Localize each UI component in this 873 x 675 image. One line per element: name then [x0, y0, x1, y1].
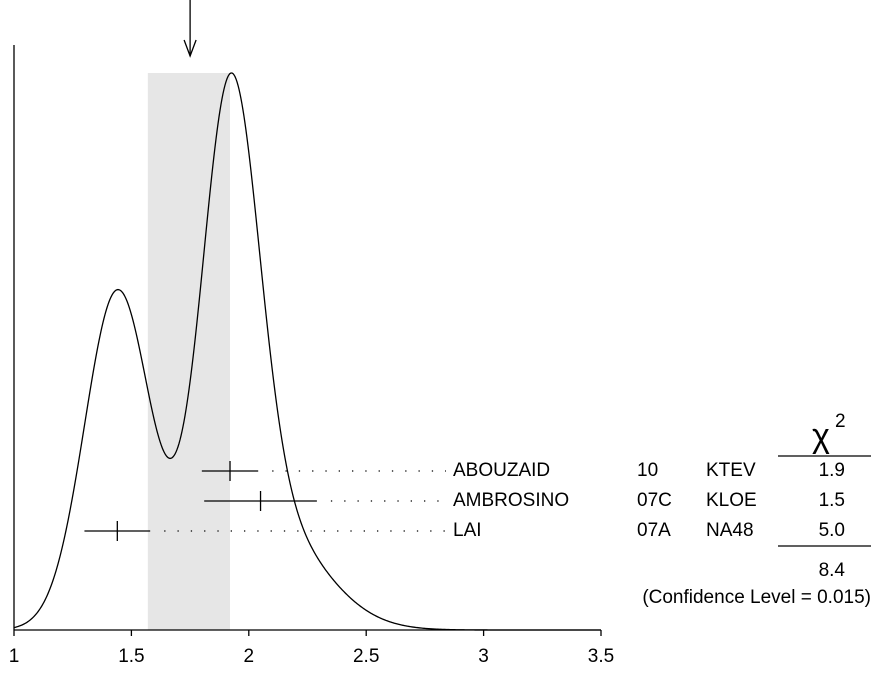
chi2: 1.9 — [819, 460, 845, 481]
author: LAI — [453, 520, 482, 541]
x-tick-label: 1 — [9, 646, 20, 667]
x-tick-label: 3 — [478, 646, 489, 667]
year: 07C — [637, 490, 672, 511]
chi2-total: 8.4 — [819, 560, 846, 581]
experiment: KTEV — [706, 460, 756, 481]
experiment: KLOE — [706, 490, 757, 511]
chi2: 1.5 — [819, 490, 845, 511]
x-tick-label: 2.5 — [353, 646, 379, 667]
author: AMBROSINO — [453, 490, 569, 511]
ideogram-curve — [13, 72, 601, 631]
year: 07A — [637, 520, 671, 541]
average-band — [147, 73, 231, 630]
chi2: 5.0 — [819, 520, 845, 541]
chi2-superscript: 2 — [835, 411, 846, 432]
confidence-level: (Confidence Level = 0.015) — [642, 587, 871, 608]
x-tick-label: 2 — [244, 646, 255, 667]
x-tick-label: 3.5 — [588, 646, 614, 667]
year: 10 — [637, 460, 658, 481]
chi2-symbol: χ — [812, 417, 830, 455]
x-tick-label: 1.5 — [118, 646, 144, 667]
author: ABOUZAID — [453, 460, 550, 481]
experiment: NA48 — [706, 520, 754, 541]
average-arrowhead — [183, 39, 197, 58]
